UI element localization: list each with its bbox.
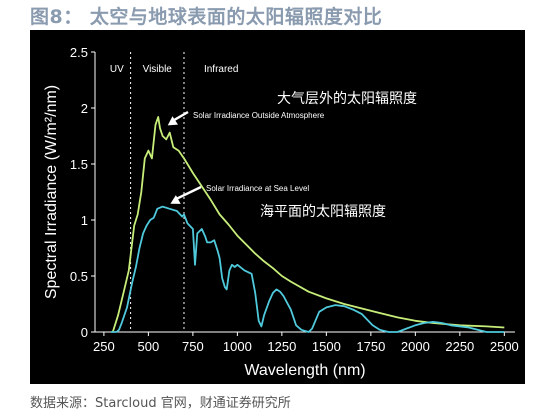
annotation-arrow-1 — [170, 185, 202, 204]
series-sea-level — [111, 205, 505, 333]
region-label-uv: UV — [110, 64, 124, 75]
series-lines — [111, 116, 505, 333]
annotation-label-1: Solar Irradiance at Sea Level — [206, 184, 309, 193]
annotation-arrow-0 — [167, 110, 189, 126]
annotations: Solar Irradiance Outside Atmosphere Solar… — [167, 91, 417, 220]
spectrum-regions: UV Visible Infrared — [110, 52, 238, 332]
axes: 0 0.5 1 1.5 2 2.5 250 500 750 1000 1250 1500 1750 200… — [43, 45, 519, 379]
x-tick-label: 500 — [138, 339, 160, 354]
x-axis-label: Wavelength (nm) — [244, 362, 365, 379]
y-tick-label: 0.5 — [70, 269, 88, 284]
x-tick-label: 2500 — [490, 339, 519, 354]
x-tick-label: 750 — [182, 339, 204, 354]
irradiance-chart: UV Visible Infrared 0 0.5 1 1.5 2 2.5 250 500 750 1… — [43, 45, 519, 379]
y-tick-label: 0 — [81, 325, 88, 340]
y-tick-label: 1.5 — [70, 157, 88, 172]
x-tick-label: 1750 — [356, 339, 385, 354]
x-tick-label: 1250 — [267, 339, 296, 354]
x-tick-label: 1500 — [312, 339, 341, 354]
series-outside-atmosphere — [111, 116, 505, 333]
figure-title: 图8： 太空与地球表面的太阳辐照度对比 — [30, 6, 383, 28]
overlay-label-1: 海平面的太阳辐照度 — [260, 204, 386, 220]
region-label-visible: Visible — [143, 64, 173, 75]
annotation-label-0: Solar Irradiance Outside Atmosphere — [193, 111, 325, 120]
x-tick-label: 250 — [93, 339, 115, 354]
y-axis-label: Spectral Irradiance (W/m²/nm) — [43, 85, 60, 299]
region-label-infrared: Infrared — [204, 64, 238, 75]
x-tick-label: 2000 — [401, 339, 430, 354]
y-tick-label: 1 — [81, 213, 88, 228]
x-tick-label: 1000 — [223, 339, 252, 354]
y-tick-label: 2 — [81, 101, 88, 116]
y-tick-label: 2.5 — [70, 45, 88, 60]
overlay-label-0: 大气层外的太阳辐照度 — [277, 91, 417, 107]
x-tick-label: 2250 — [445, 339, 474, 354]
figure-caption: 数据来源：Starcloud 官网，财通证券研究所 — [30, 396, 291, 411]
chart-frame: UV Visible Infrared 0 0.5 1 1.5 2 2.5 250 500 750 1… — [30, 30, 525, 384]
